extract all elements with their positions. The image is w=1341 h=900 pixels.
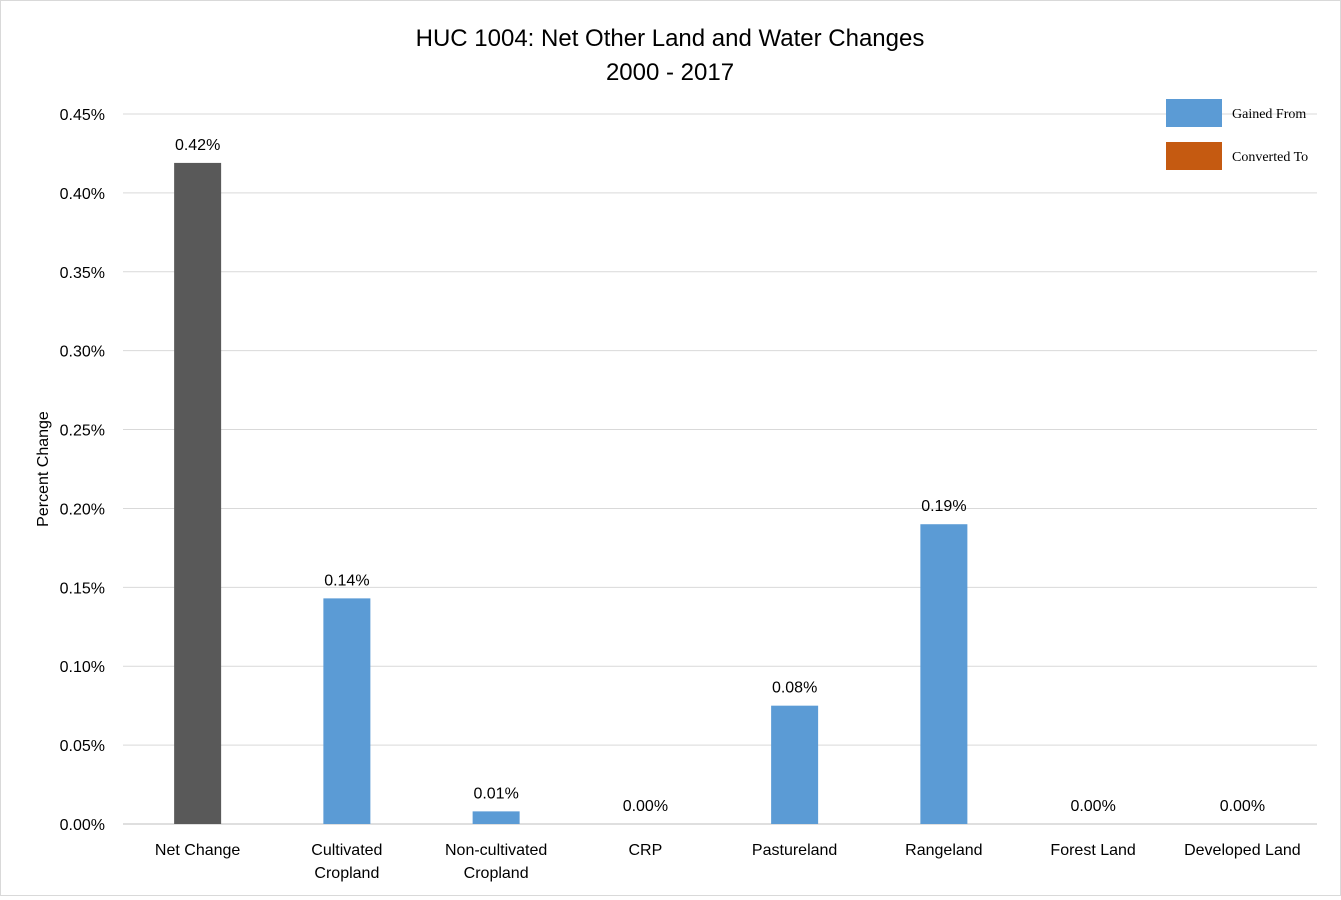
y-tick-label: 0.15% [60,580,105,597]
bar [174,162,222,824]
legend-swatch [1166,99,1222,127]
y-tick-label: 0.20% [60,501,105,518]
bar [323,598,371,824]
x-tick-label: CRP [628,842,662,859]
x-tick-label: Cultivated Cropland [311,842,382,882]
y-tick-label: 0.30% [60,344,105,361]
y-tick-label: 0.45% [60,107,105,124]
bars [174,162,968,824]
data-labels: 0.42% 0.14% 0.01% 0.00% 0.08% 0.19% 0.00% 0.00% [175,137,1265,815]
gridlines [123,113,1317,825]
legend-label: Gained From [1232,107,1306,122]
y-tick-label: 0.35% [60,265,105,282]
data-label: 0.14% [324,572,369,589]
x-tick-label: Rangeland [905,842,982,859]
data-label: 0.01% [473,785,518,802]
x-tick-label: Forest Land [1050,842,1135,859]
data-label: 0.19% [921,498,966,515]
x-tick-label: Developed Land [1184,842,1301,859]
data-label: 0.00% [1220,798,1265,815]
y-tick-label: 0.25% [60,423,105,440]
bar [920,524,968,824]
bar [771,705,819,824]
x-tick-label: Non-cultivated Cropland [445,842,547,882]
x-tick-label: Pastureland [752,842,837,859]
bar [472,811,520,824]
legend-swatch [1166,142,1222,170]
legend: Gained From Converted To [1166,99,1308,170]
y-tick-label: 0.10% [60,659,105,676]
chart-title: HUC 1004: Net Other Land and Water Chang… [416,25,925,52]
data-label: 0.42% [175,137,220,154]
y-tick-label: 0.40% [60,186,105,203]
x-axis-ticks: Net Change Cultivated Cropland Non-cultivat… [155,842,1301,882]
legend-label: Converted To [1232,150,1308,165]
data-label: 0.08% [772,680,817,697]
data-label: 0.00% [623,798,668,815]
data-label: 0.00% [1070,798,1115,815]
y-tick-label: 0.00% [60,817,105,834]
x-tick-label: Net Change [155,842,240,859]
y-tick-label: 0.05% [60,738,105,755]
y-axis-label: Percent Change [35,411,52,527]
y-axis-ticks: 0.00% 0.05% 0.10% 0.15% 0.20% 0.25% 0.30% 0.35%… [60,107,105,834]
chart-subtitle: 2000 - 2017 [606,59,734,86]
